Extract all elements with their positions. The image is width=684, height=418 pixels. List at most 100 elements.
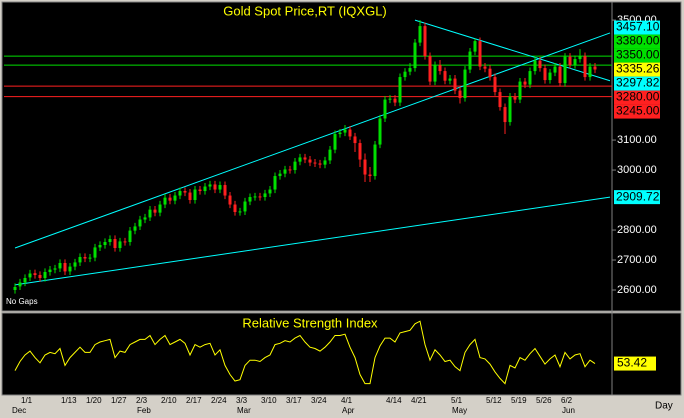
trend-line	[414, 19, 611, 82]
candle-body	[303, 157, 307, 160]
value-box-label: 3350.00	[616, 48, 660, 62]
x-tick-label: 4/21	[411, 396, 427, 405]
candle-body	[583, 56, 587, 78]
x-tick-label: 3/10	[261, 396, 277, 405]
candle-body	[403, 71, 407, 78]
candle-body	[428, 56, 432, 82]
plot-layer: 3500.003100.003000.002800.002700.002600.…	[4, 14, 657, 415]
candle-body	[118, 241, 122, 249]
month-label: Jun	[562, 406, 575, 415]
chart-title: Gold Spot Price,RT (IQXGL)	[223, 3, 387, 18]
candle-body	[348, 129, 352, 137]
candle-body	[203, 186, 207, 192]
candle-body	[588, 66, 592, 78]
candle-body	[318, 163, 322, 165]
x-tick-label: 5/26	[536, 396, 552, 405]
candle-body	[53, 268, 57, 270]
candle-body	[173, 195, 177, 201]
candle-body	[448, 78, 452, 81]
candle-body	[138, 219, 142, 227]
price-panel	[1, 1, 682, 312]
candle-body	[243, 201, 247, 212]
candle-body	[548, 72, 552, 81]
candle-body	[33, 273, 37, 276]
candle-body	[78, 257, 82, 263]
month-label: Feb	[137, 406, 151, 415]
y-tick-label: 3000.00	[617, 164, 657, 176]
trend-line	[14, 32, 611, 249]
x-tick-label: 1/13	[61, 396, 77, 405]
x-tick-label: 5/19	[511, 396, 527, 405]
candle-body	[258, 196, 262, 198]
candle-body	[363, 159, 367, 175]
x-tick-label: 2/3	[136, 396, 148, 405]
candle-body	[178, 191, 182, 196]
candle-body	[393, 98, 397, 103]
candle-body	[453, 78, 457, 91]
candle-body	[38, 275, 42, 279]
x-tick-label: 2/10	[161, 396, 177, 405]
candle-body	[503, 107, 507, 123]
candle-body	[478, 41, 482, 67]
rsi-title: Relative Strength Index	[242, 315, 378, 330]
candle-body	[533, 60, 537, 72]
y-tick-label: 2800.00	[617, 224, 657, 236]
x-tick-label: 4/1	[341, 396, 353, 405]
rsi-last-box	[614, 356, 656, 371]
candle-body	[473, 41, 477, 52]
candle-body	[158, 204, 162, 213]
value-box-label: 3335.26	[616, 62, 660, 76]
candle-body	[298, 157, 302, 162]
candle-body	[148, 209, 152, 218]
candle-body	[433, 65, 437, 82]
candle-body	[28, 273, 32, 278]
x-tick-label: 3/24	[311, 396, 327, 405]
candle-body	[58, 263, 62, 269]
candle-body	[238, 211, 242, 213]
candle-body	[458, 90, 462, 99]
candle-body	[293, 161, 297, 171]
month-label: May	[452, 406, 467, 415]
candle-body	[123, 241, 127, 243]
candle-body	[48, 269, 52, 273]
candle-body	[528, 71, 532, 85]
rsi-line	[14, 320, 596, 385]
candle-body	[323, 160, 327, 165]
candle-body	[73, 262, 77, 267]
note: No Gaps	[6, 297, 38, 306]
candle-body	[328, 149, 332, 161]
value-box	[614, 20, 660, 35]
candle-body	[463, 69, 467, 99]
x-tick-label: 2/17	[186, 396, 202, 405]
value-box	[614, 76, 660, 91]
candle-body	[93, 247, 97, 258]
candle-body	[368, 174, 372, 177]
value-box	[614, 90, 660, 105]
candle-body	[208, 184, 212, 187]
candle-body	[398, 77, 402, 103]
month-label: Dec	[12, 406, 26, 415]
value-box	[614, 62, 660, 77]
x-tick-label: 1/1	[21, 396, 33, 405]
candle-body	[128, 230, 132, 243]
candle-body	[268, 189, 272, 194]
candle-body	[543, 68, 547, 81]
trend-line	[14, 196, 611, 286]
candle-body	[283, 169, 287, 174]
value-box	[614, 34, 660, 49]
value-box-label: 3457.10	[616, 20, 660, 34]
x-tick-label: 4/14	[386, 396, 402, 405]
x-tick-label: 2/24	[211, 396, 227, 405]
candle-body	[373, 144, 377, 177]
x-tick-label: 5/12	[486, 396, 502, 405]
candle-body	[83, 257, 87, 259]
candle-body	[278, 173, 282, 177]
candle-body	[288, 169, 292, 171]
candle-body	[538, 60, 542, 69]
candle-body	[168, 197, 172, 201]
candle-body	[483, 66, 487, 69]
y-tick-label: 3100.00	[617, 134, 657, 146]
candle-body	[383, 99, 387, 119]
y-tick-label: 2700.00	[617, 254, 657, 266]
